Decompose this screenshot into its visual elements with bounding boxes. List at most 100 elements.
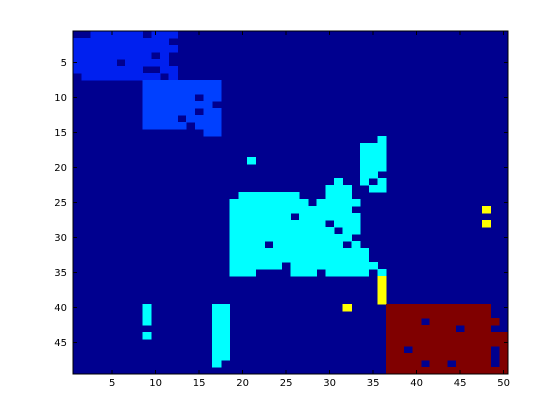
heatmap-cell bbox=[429, 332, 439, 340]
heatmap-cell bbox=[368, 185, 378, 193]
heatmap-cell bbox=[160, 38, 170, 46]
heatmap-cell bbox=[281, 199, 291, 207]
x-tick-label: 45 bbox=[454, 378, 467, 389]
heatmap-cell bbox=[316, 241, 326, 249]
heatmap-cell bbox=[73, 45, 83, 53]
heatmap-cell bbox=[438, 325, 448, 333]
heatmap-cell bbox=[116, 73, 126, 81]
heatmap-cell bbox=[377, 297, 387, 305]
heatmap-cell bbox=[238, 241, 248, 249]
heatmap-cell bbox=[238, 213, 248, 221]
heatmap-cell bbox=[412, 360, 422, 368]
heatmap-cell bbox=[307, 255, 317, 263]
heatmap-cell bbox=[255, 220, 265, 228]
heatmap-cell bbox=[247, 213, 257, 221]
heatmap-cell bbox=[238, 220, 248, 228]
heatmap-cell bbox=[455, 346, 465, 354]
x-tick-label: 5 bbox=[109, 378, 115, 389]
heatmap-cell bbox=[264, 227, 274, 235]
heatmap-cell bbox=[307, 262, 317, 270]
heatmap-cell bbox=[194, 87, 204, 95]
heatmap-cell bbox=[473, 360, 483, 368]
heatmap-cell bbox=[238, 234, 248, 242]
heatmap-cell bbox=[247, 206, 257, 214]
heatmap-cell bbox=[73, 66, 83, 74]
heatmap-cell bbox=[429, 339, 439, 347]
x-tick-label: 25 bbox=[280, 378, 293, 389]
heatmap-cell bbox=[307, 241, 317, 249]
heatmap-cell bbox=[229, 220, 239, 228]
heatmap-cell bbox=[142, 45, 152, 53]
heatmap-cell bbox=[273, 241, 283, 249]
heatmap-cell bbox=[307, 220, 317, 228]
heatmap-cell bbox=[360, 143, 370, 151]
heatmap-cell bbox=[316, 262, 326, 270]
heatmap-cell bbox=[377, 283, 387, 291]
heatmap-cell bbox=[90, 59, 100, 67]
heatmap-cell bbox=[325, 185, 335, 193]
heatmap-cell bbox=[325, 206, 335, 214]
heatmap-cell bbox=[421, 325, 431, 333]
heatmap-cell bbox=[438, 311, 448, 319]
heatmap-cell bbox=[386, 346, 396, 354]
heatmap-cell bbox=[490, 339, 500, 347]
heatmap-cell bbox=[142, 87, 152, 95]
heatmap-cell bbox=[220, 332, 230, 340]
heatmap-cell bbox=[194, 122, 204, 130]
heatmap-cell bbox=[168, 122, 178, 130]
heatmap-cell bbox=[299, 234, 309, 242]
heatmap-cell bbox=[499, 332, 509, 340]
heatmap-cell bbox=[281, 220, 291, 228]
heatmap-cell bbox=[351, 241, 361, 249]
heatmap-cell bbox=[212, 311, 222, 319]
heatmap-cell bbox=[264, 220, 274, 228]
heatmap-cell bbox=[160, 45, 170, 53]
heatmap-cell bbox=[107, 45, 117, 53]
heatmap-cell bbox=[421, 311, 431, 319]
heatmap-cell bbox=[160, 101, 170, 109]
heatmap-cell bbox=[273, 227, 283, 235]
heatmap-cell bbox=[168, 45, 178, 53]
heatmap-cell bbox=[255, 241, 265, 249]
heatmap-cell bbox=[360, 269, 370, 277]
heatmap-cell bbox=[299, 248, 309, 256]
heatmap-cell bbox=[220, 311, 230, 319]
heatmap-cell bbox=[481, 220, 491, 228]
heatmap-cell bbox=[142, 59, 152, 67]
heatmap-cell bbox=[186, 94, 196, 102]
heatmap-cell bbox=[386, 353, 396, 361]
heatmap-cell bbox=[142, 311, 152, 319]
heatmap-cell bbox=[342, 227, 352, 235]
x-tick-label: 10 bbox=[149, 378, 162, 389]
heatmap-cell bbox=[142, 108, 152, 116]
heatmap-cell bbox=[220, 346, 230, 354]
heatmap-cell bbox=[160, 87, 170, 95]
heatmap-cell bbox=[394, 325, 404, 333]
heatmap-cell bbox=[73, 52, 83, 60]
heatmap-cell bbox=[264, 234, 274, 242]
heatmap-cell bbox=[377, 185, 387, 193]
heatmap-cell bbox=[342, 248, 352, 256]
heatmap-cell bbox=[133, 52, 143, 60]
heatmap-cell bbox=[368, 143, 378, 151]
heatmap-cell bbox=[116, 66, 126, 74]
heatmap-cell bbox=[351, 199, 361, 207]
heatmap-cell bbox=[351, 220, 361, 228]
heatmap-cell bbox=[481, 311, 491, 319]
heatmap-cell bbox=[464, 325, 474, 333]
heatmap-cell bbox=[142, 38, 152, 46]
heatmap-cell bbox=[107, 52, 117, 60]
heatmap-cell bbox=[194, 80, 204, 88]
heatmap-cell bbox=[325, 262, 335, 270]
heatmap-cell bbox=[464, 346, 474, 354]
heatmap-cell bbox=[342, 255, 352, 263]
heatmap-cell bbox=[186, 80, 196, 88]
heatmap-cell bbox=[273, 234, 283, 242]
heatmap-cell bbox=[203, 122, 213, 130]
heatmap-cell bbox=[90, 45, 100, 53]
heatmap-cell bbox=[273, 220, 283, 228]
heatmap-cell bbox=[360, 171, 370, 179]
heatmap-cell bbox=[412, 353, 422, 361]
heatmap-cell bbox=[325, 248, 335, 256]
heatmap-cell bbox=[429, 311, 439, 319]
